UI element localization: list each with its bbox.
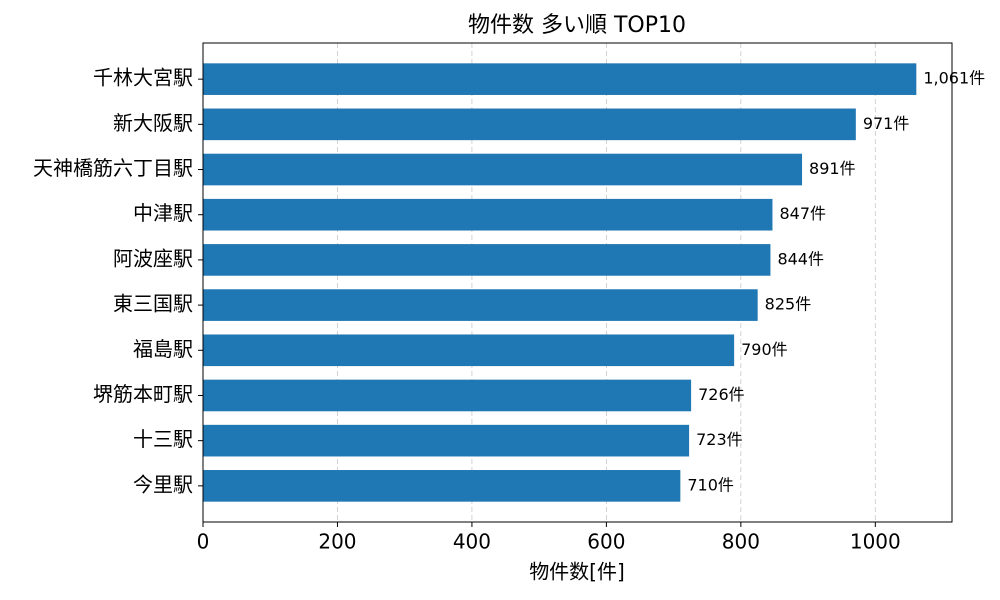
value-label: 726件 [698, 385, 745, 404]
x-tick-label: 600 [587, 530, 625, 554]
bar [203, 379, 692, 412]
bar [203, 153, 803, 186]
y-tick-label: 千林大宮駅 [93, 66, 193, 90]
bar [203, 424, 690, 457]
value-label: 723件 [696, 430, 743, 449]
value-label: 825件 [765, 295, 812, 314]
value-label: 971件 [863, 114, 910, 133]
x-tick-label: 800 [722, 530, 760, 554]
y-tick-label: 新大阪駅 [113, 111, 193, 135]
value-label: 1,061件 [923, 69, 985, 88]
x-tick-label: 200 [318, 530, 356, 554]
y-tick-label: 東三国駅 [113, 292, 193, 316]
value-label: 891件 [809, 159, 856, 178]
y-tick-label: 中津駅 [133, 201, 193, 225]
bar [203, 470, 681, 502]
y-tick-label: 今里駅 [133, 472, 193, 496]
x-tick-label: 1000 [850, 530, 901, 554]
bar [203, 63, 917, 95]
value-label: 847件 [779, 204, 826, 223]
x-axis-label: 物件数[件] [529, 560, 625, 584]
bar [203, 289, 758, 321]
plot-frame [202, 42, 953, 523]
x-tick-label: 0 [197, 530, 210, 554]
bar [203, 108, 856, 141]
value-label: 844件 [777, 249, 824, 268]
y-tick-label: 阿波座駅 [113, 246, 193, 270]
x-tick-label: 400 [453, 530, 491, 554]
y-tick-label: 十三駅 [133, 427, 193, 451]
value-label: 790件 [741, 340, 788, 359]
bar [203, 334, 735, 367]
y-tick-label: 堺筋本町駅 [93, 382, 193, 406]
bar [203, 198, 773, 231]
y-tick-label: 天神橋筋六丁目駅 [33, 156, 193, 180]
bar [203, 244, 771, 276]
value-label: 710件 [687, 475, 734, 494]
chart-title: 物件数 多い順 TOP10 [468, 13, 686, 38]
y-tick-label: 福島駅 [133, 337, 193, 361]
